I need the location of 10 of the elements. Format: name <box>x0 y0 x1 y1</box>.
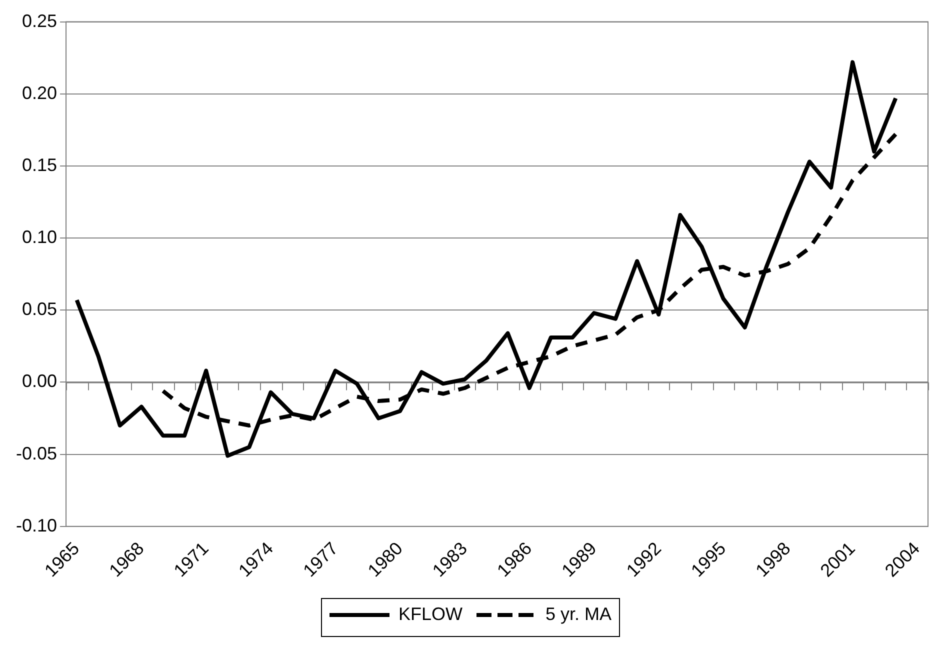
y-tick-label: 0.15 <box>22 154 58 175</box>
y-tick-label: 0.05 <box>22 299 58 320</box>
y-tick-label: -0.10 <box>16 515 58 536</box>
y-tick-label: 0.00 <box>22 371 58 392</box>
y-tick-label: -0.05 <box>16 443 58 464</box>
legend-label: KFLOW <box>398 604 463 624</box>
y-tick-label: 0.10 <box>22 227 58 248</box>
y-tick-label: 0.20 <box>22 82 58 103</box>
legend-label: 5 yr. MA <box>545 604 612 624</box>
y-tick-label: 0.25 <box>22 10 58 31</box>
